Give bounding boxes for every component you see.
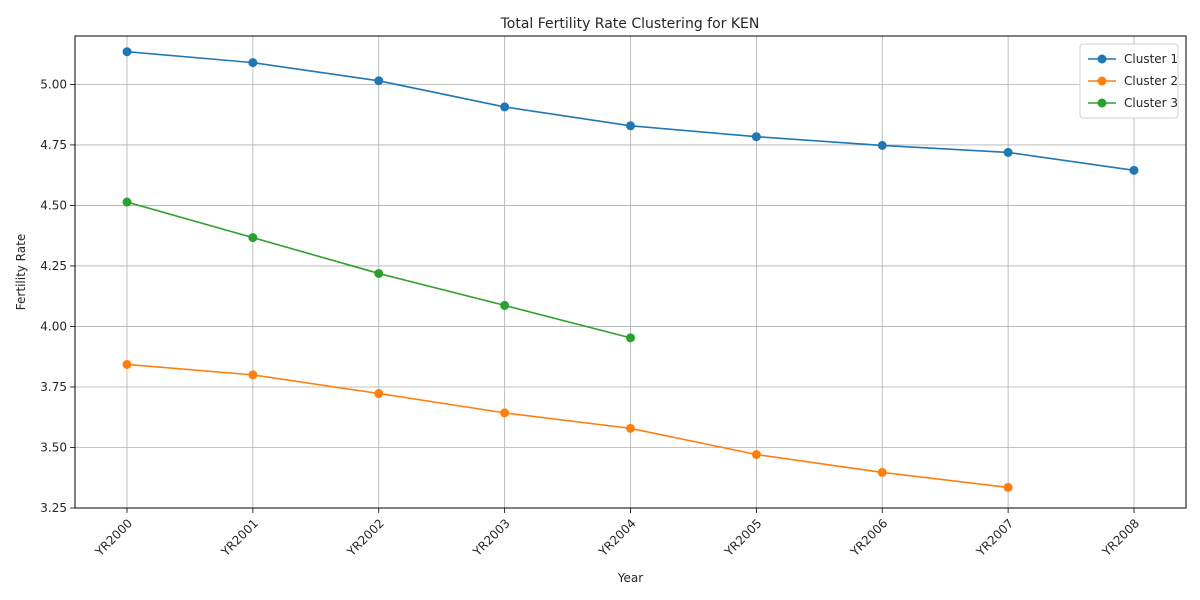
data-point: [626, 121, 635, 131]
legend: Cluster 1 Cluster 2 Cluster 3: [1079, 43, 1179, 119]
data-point: [500, 102, 510, 112]
data-point: [1129, 165, 1139, 175]
series-2: [122, 359, 1013, 492]
y-axis: 3.25 3.50 3.75 4.00 4.25 4.50 4.75 5.00: [40, 77, 75, 515]
y-axis-label: Fertility Rate: [14, 234, 28, 310]
legend-marker: [1097, 54, 1107, 64]
x-axis-label: Year: [617, 571, 643, 585]
data-point: [626, 333, 635, 343]
legend-item: Cluster 3: [1088, 96, 1178, 110]
data-point: [374, 389, 384, 399]
legend-item: Cluster 1: [1088, 52, 1178, 66]
series-line: [126, 363, 1009, 489]
y-tick-label: 4.50: [40, 198, 67, 212]
data-point: [248, 58, 258, 68]
x-tick-label: YR2003: [469, 516, 512, 559]
data-point: [248, 233, 258, 243]
data-point: [877, 140, 887, 150]
data-point: [1003, 482, 1013, 492]
legend-marker: [1097, 98, 1107, 108]
data-point: [122, 47, 132, 57]
x-tick-label: YR2000: [92, 516, 135, 559]
y-tick-label: 4.00: [40, 319, 67, 333]
x-tick-label: YR2006: [847, 516, 890, 559]
data-point: [248, 370, 258, 380]
y-tick-label: 4.25: [40, 259, 67, 273]
x-tick-label: YR2001: [218, 516, 261, 559]
x-tick-label: YR2002: [344, 516, 387, 559]
data-point: [751, 450, 761, 460]
x-tick-label: YR2007: [973, 516, 1016, 559]
data-point: [122, 359, 132, 369]
x-tick-label: YR2005: [721, 516, 764, 559]
y-tick-label: 5.00: [40, 77, 67, 91]
legend-marker: [1097, 76, 1107, 86]
y-tick-label: 3.75: [40, 380, 67, 394]
data-point: [751, 132, 761, 142]
legend-label: Cluster 2: [1124, 74, 1178, 88]
data-point: [1003, 147, 1013, 157]
data-point: [500, 408, 510, 418]
legend-label: Cluster 3: [1124, 96, 1178, 110]
x-tick-label: YR2008: [1099, 516, 1142, 559]
legend-item: Cluster 2: [1088, 74, 1178, 88]
y-tick-label: 4.75: [40, 138, 67, 152]
x-axis: YR2000 YR2001 YR2002 YR2003 YR2004 YR2005 YR20…: [92, 508, 1142, 560]
grid: [75, 36, 1186, 509]
data-point: [374, 268, 384, 278]
data-point: [122, 197, 132, 207]
y-tick-label: 3.25: [40, 501, 67, 515]
data-point: [500, 300, 510, 310]
data-point: [626, 423, 635, 433]
series-layer: [122, 47, 1139, 492]
chart-title: Total Fertility Rate Clustering for KEN: [500, 16, 760, 32]
legend-label: Cluster 1: [1124, 52, 1178, 66]
data-point: [374, 76, 384, 86]
y-tick-label: 3.50: [40, 440, 67, 454]
series-1: [122, 47, 1139, 175]
x-tick-label: YR2004: [595, 516, 638, 559]
series-3: [122, 197, 635, 343]
data-point: [877, 467, 887, 477]
